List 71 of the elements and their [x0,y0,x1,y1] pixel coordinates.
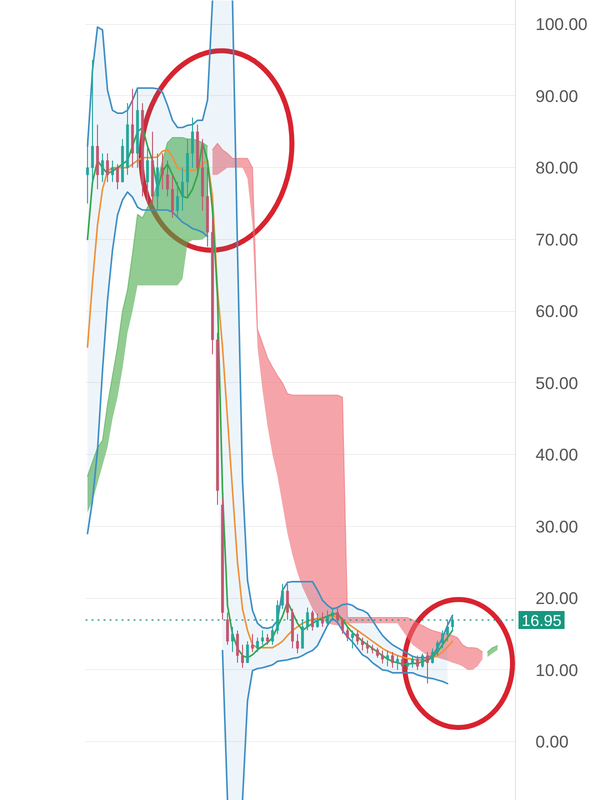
y-tick-label: 30.00 [536,517,578,536]
candlestick [356,630,359,646]
candlestick [436,640,439,656]
candlestick [416,655,419,670]
candlestick [411,655,414,668]
candlestick [111,160,114,183]
line-series [242,617,448,800]
candlestick [311,610,314,631]
candlestick [171,174,174,218]
candlestick [241,644,244,668]
candlestick [251,634,254,652]
y-tick-label: 80.00 [536,158,578,178]
candlestick [236,630,239,664]
candlestick [376,647,379,658]
candlestick [271,626,274,646]
candlestick [441,630,444,649]
line-series [86,191,208,534]
candlestick [116,164,119,190]
candlestick [181,167,184,212]
candlestick [451,616,454,631]
candlestick [286,583,289,620]
candlestick [226,612,229,646]
candlestick [306,606,309,631]
y-tick-label: 40.00 [536,446,578,465]
candlestick [161,152,164,190]
candlestick [386,650,389,667]
candlestick [316,612,319,628]
candlestick [106,152,109,183]
candlestick [336,606,339,624]
candlestick [101,152,104,183]
candlestick [401,656,404,674]
candlestick [86,138,89,204]
y-tick-label: 100.00 [536,15,588,34]
candlestick [381,650,384,664]
y-tick-label: 0.00 [536,732,569,752]
candlestick [391,651,394,668]
ref-line-label: 16.95 [522,613,562,630]
candlestick [301,619,304,649]
candlestick [256,637,259,652]
candlestick [446,619,449,642]
candlestick [341,617,344,635]
candlestick [296,634,299,654]
candlestick [191,116,194,168]
candlestick [366,640,369,654]
candlestick [261,630,264,646]
y-tick-label: 90.00 [536,86,578,106]
candlestick [281,583,284,610]
y-tick-label: 50.00 [536,374,578,393]
candlestick [146,146,149,204]
candlestick [326,610,329,626]
y-tick-label: 20.00 [536,589,578,608]
candlestick [406,658,409,670]
y-tick-label: 70.00 [536,230,578,250]
candlestick [361,637,364,652]
candlestick [266,634,269,646]
y-tick-label: 60.00 [536,302,578,322]
candlestick [166,160,169,197]
y-tick-label: 10.00 [536,660,578,680]
candlestick [246,640,249,664]
candlestick [91,60,94,183]
line-series [86,0,214,147]
candlestick [231,626,234,652]
candlestick [421,652,424,668]
candlestick [396,655,399,670]
candlestick [426,651,429,684]
candlestick [346,626,349,642]
candlestick [321,612,324,628]
candlestick [431,648,434,664]
candlestick [331,606,334,620]
candlestick [176,182,179,218]
candlestick [351,630,354,649]
